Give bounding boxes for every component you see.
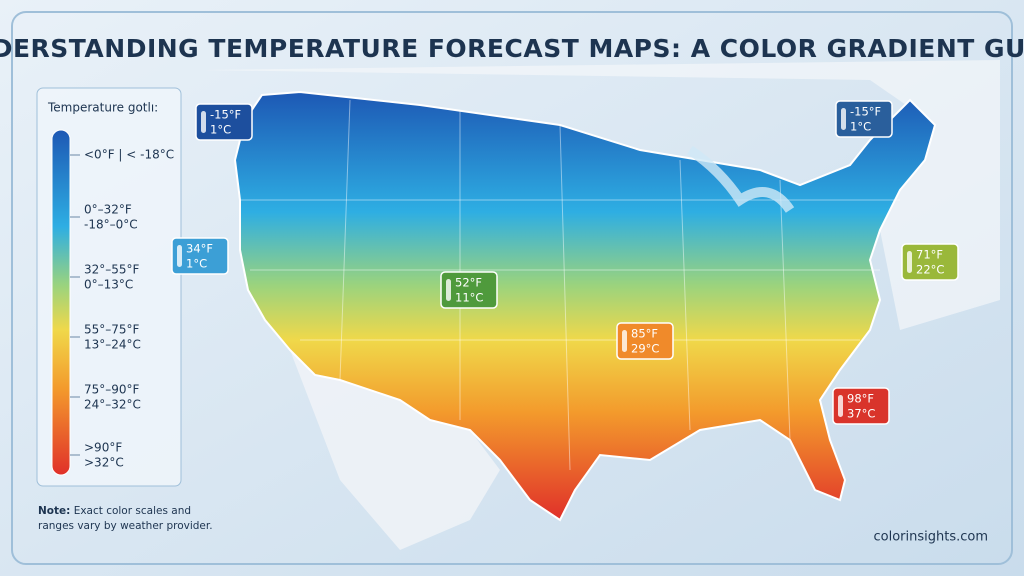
legend-gradient	[51, 129, 71, 476]
map-label-fahrenheit: -15°F	[210, 108, 241, 122]
thermometer-icon	[841, 108, 846, 130]
legend-panel	[36, 87, 182, 487]
note-text: Exact color scales and ranges vary by we…	[38, 505, 213, 532]
map-label-fahrenheit: 85°F	[631, 327, 658, 341]
map-label-celsius: 1°C	[186, 257, 207, 271]
map-label-celsius: 11°C	[455, 291, 483, 305]
title: UNDERSTANDING TEMPERATURE FORECAST MAPS:…	[0, 34, 1024, 63]
legend-fahrenheit: <0°F | < -18°C	[84, 148, 174, 162]
frame	[11, 11, 1013, 565]
map-label-fahrenheit: -15°F	[850, 105, 881, 119]
legend-fahrenheit: 75°–90°F	[84, 383, 140, 397]
legend-title: Temperature gotlı:	[47, 101, 158, 115]
map-label-celsius: 37°C	[847, 407, 875, 421]
legend-celsius: >32°C	[84, 456, 124, 470]
map-label-fahrenheit: 52°F	[455, 276, 482, 290]
map-label-fahrenheit: 98°F	[847, 392, 874, 406]
us-map	[233, 90, 937, 522]
thermometer-icon	[201, 111, 206, 133]
map-labels: -15°F1°C-15°F1°C34°F1°C52°F11°C71°F22°C8…	[171, 100, 959, 425]
map-label-box	[901, 243, 959, 281]
map-label-fahrenheit: 71°F	[916, 248, 943, 262]
legend-celsius: 13°–24°C	[84, 338, 141, 352]
thermometer-icon	[838, 395, 843, 417]
legend-items: <0°F | < -18°C 0°–32°F-18°–0°C 32°–55°F0°–…	[70, 148, 174, 470]
map-label-fahrenheit: 34°F	[186, 242, 213, 256]
map-label-box	[616, 322, 674, 360]
map-label-box	[832, 387, 890, 425]
legend-celsius: -18°–0°C	[84, 218, 138, 232]
legend-fahrenheit: 55°–75°F	[84, 323, 140, 337]
map-label-celsius: 29°C	[631, 342, 659, 356]
legend-celsius: 24°–32°C	[84, 398, 141, 412]
note: Note: Exact color scales and ranges vary…	[38, 504, 213, 534]
legend-fahrenheit: 0°–32°F	[84, 203, 132, 217]
map-label-celsius: 22°C	[916, 263, 944, 277]
note-label: Note:	[38, 505, 71, 517]
legend-fahrenheit: >90°F	[84, 441, 122, 455]
thermometer-icon	[907, 251, 912, 273]
map-label-box	[195, 103, 253, 141]
map-label-box	[171, 237, 229, 275]
legend-celsius: 0°–13°C	[84, 278, 133, 292]
state-lines	[240, 99, 900, 471]
footer-source: colorinsights.com	[873, 530, 988, 545]
map-label-celsius: 1°C	[850, 120, 871, 134]
thermometer-icon	[622, 330, 627, 352]
thermometer-icon	[177, 245, 182, 267]
mexico	[290, 350, 500, 550]
thermometer-icon	[446, 279, 451, 301]
canada	[200, 60, 1000, 330]
map-label-celsius: 1°C	[210, 123, 231, 137]
legend-fahrenheit: 32°–55°F	[84, 263, 140, 277]
great-lakes	[687, 145, 795, 213]
map-label-box	[440, 271, 498, 309]
map-label-box	[835, 100, 893, 138]
